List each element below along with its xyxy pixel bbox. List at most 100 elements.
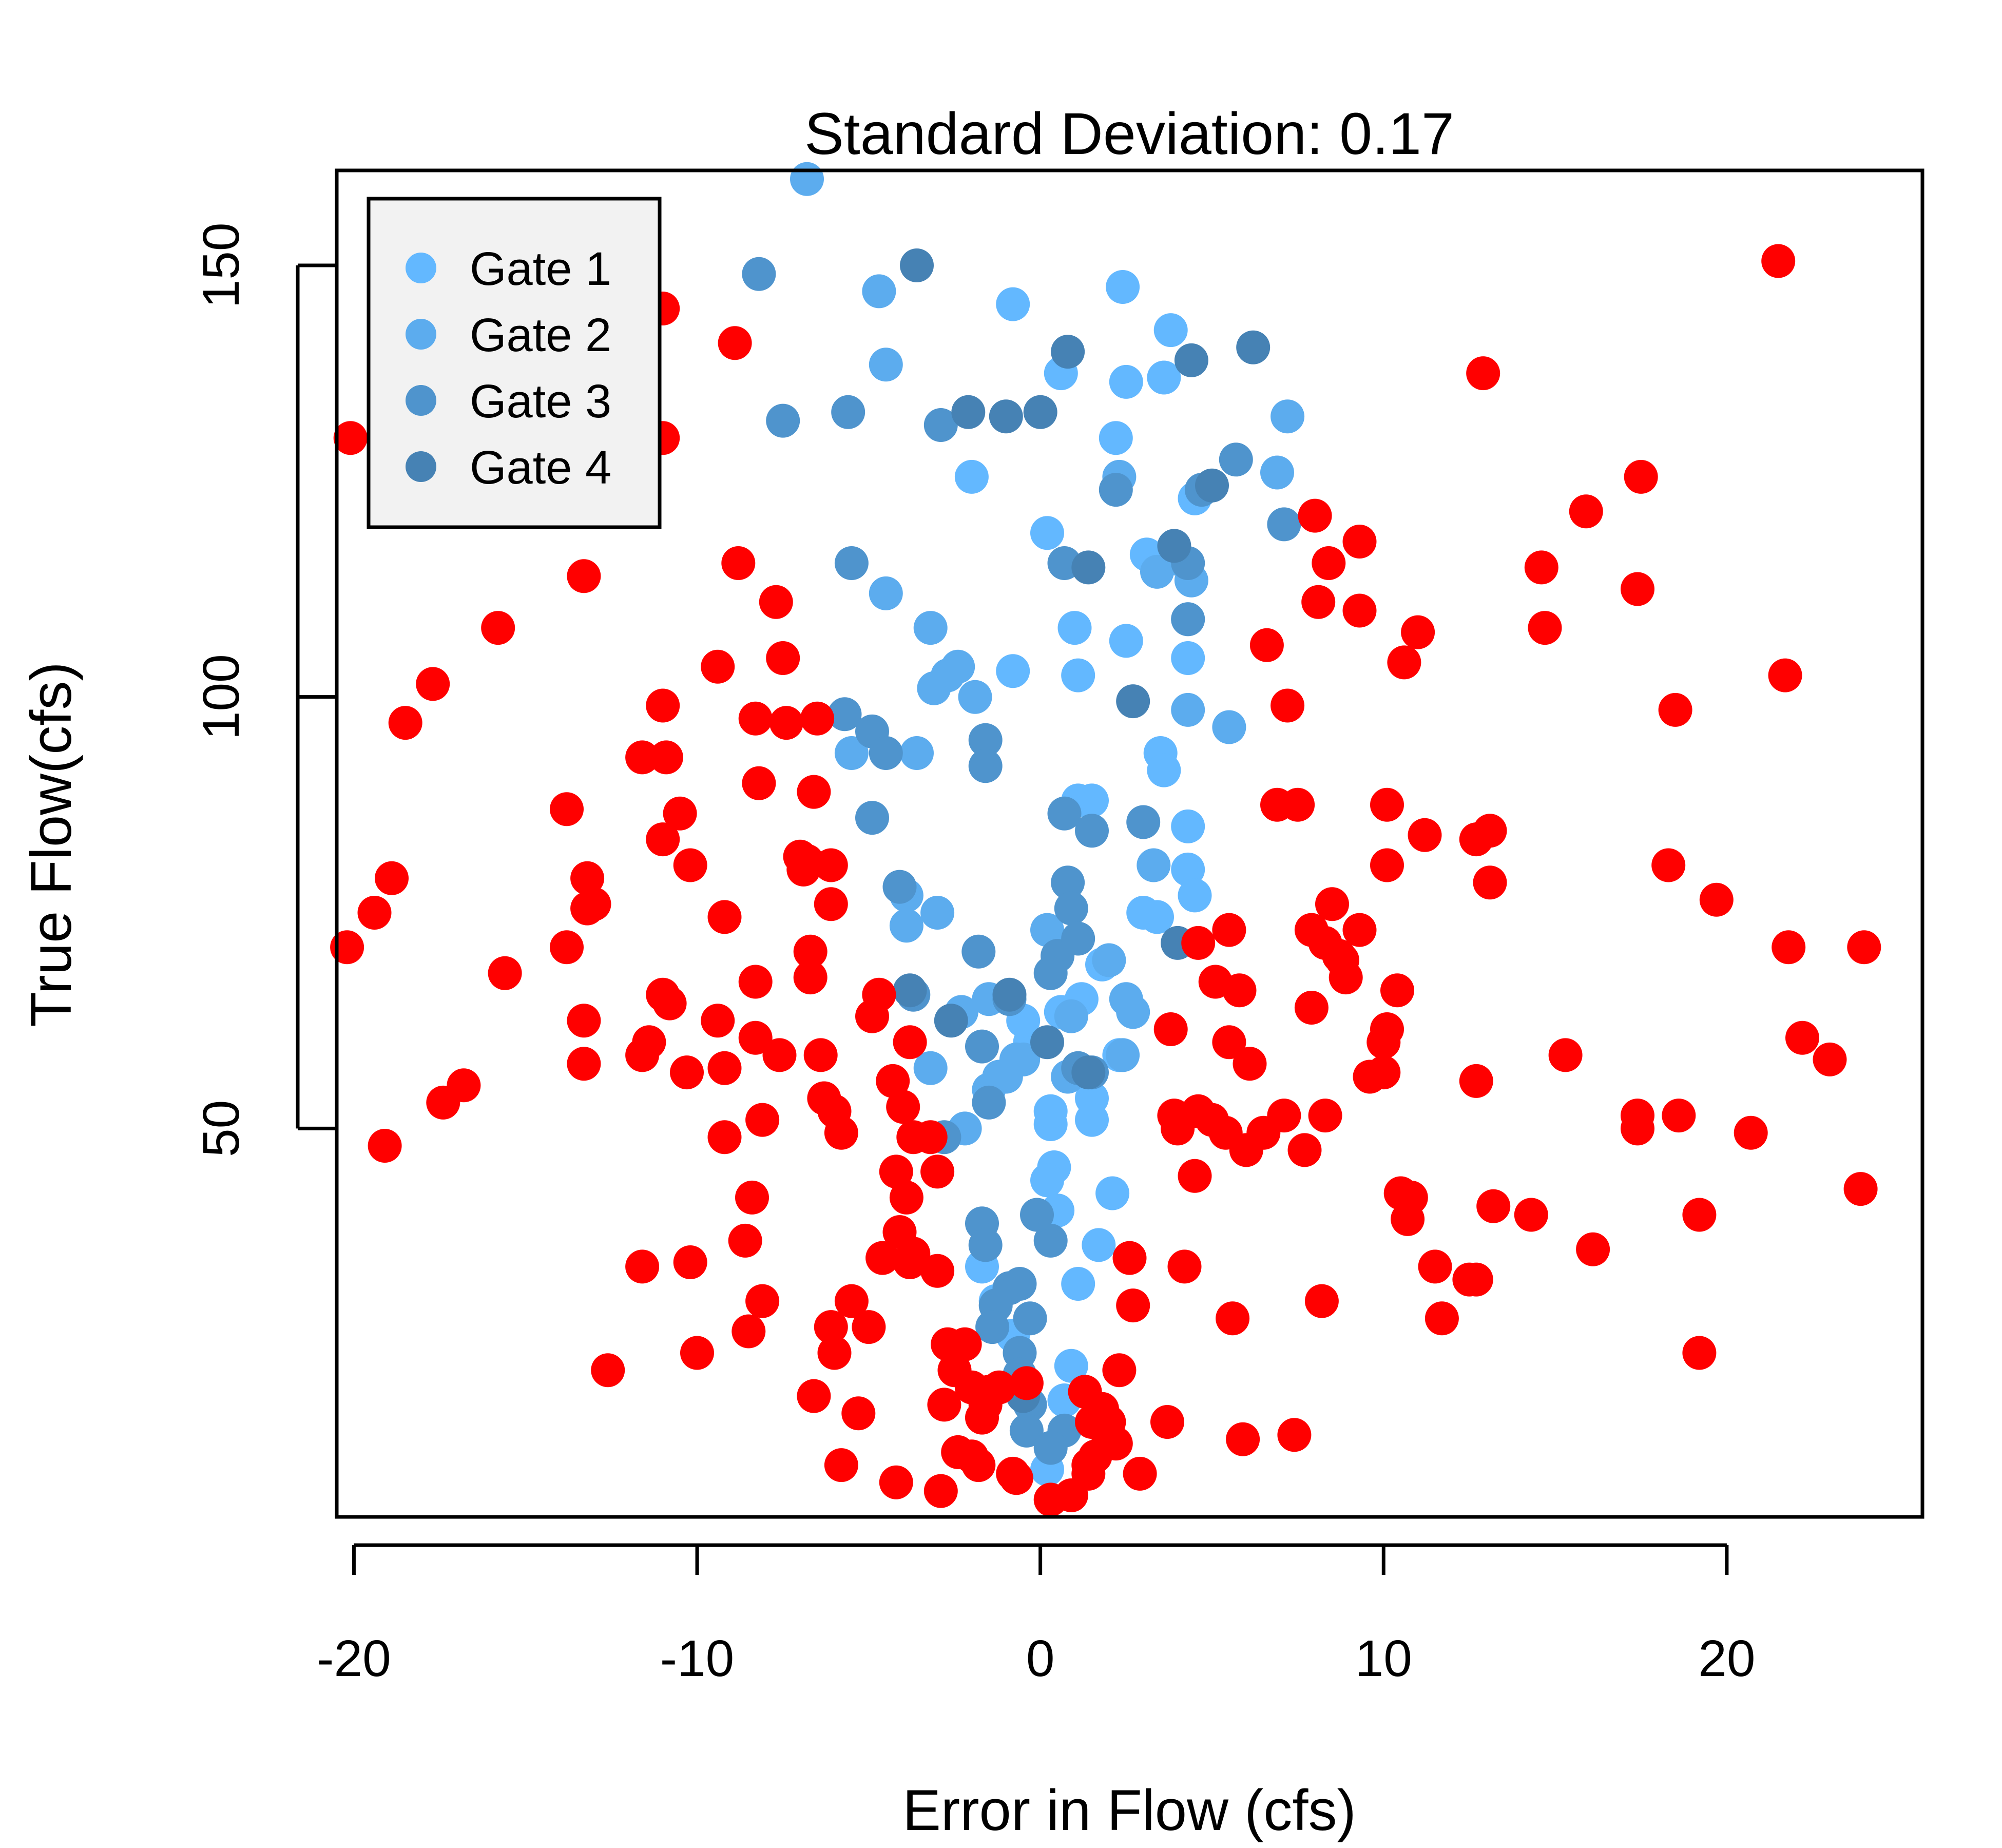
point-red — [388, 706, 422, 740]
point-gate-2 — [869, 576, 903, 610]
point-gate-1 — [1171, 809, 1205, 843]
point-gate-2 — [1212, 710, 1246, 744]
point-gate-2 — [1030, 913, 1064, 947]
point-gate-1 — [1057, 611, 1092, 645]
point-red — [876, 1064, 910, 1098]
point-gate-2 — [1137, 848, 1171, 882]
point-red — [982, 1370, 1016, 1404]
point-gate-2 — [834, 736, 869, 770]
point-red — [1178, 1159, 1212, 1193]
point-red — [862, 977, 896, 1012]
point-red — [879, 1465, 913, 1499]
y-axis-title: True Flow(cfs) — [19, 662, 83, 1027]
legend-label: Gate 1 — [470, 243, 611, 295]
point-gate-1 — [1061, 658, 1095, 692]
point-red — [670, 1055, 704, 1090]
point-red — [1216, 1301, 1250, 1336]
point-gate-2 — [1260, 455, 1294, 490]
point-red — [769, 706, 803, 740]
x-tick-label: -20 — [317, 1630, 391, 1687]
point-red — [673, 1245, 707, 1279]
point-gate-2 — [900, 736, 934, 770]
point-red — [1226, 1422, 1260, 1456]
plot-frame — [335, 168, 1924, 1519]
point-red — [673, 848, 707, 882]
point-gate-4 — [1195, 468, 1229, 503]
point-gate-1 — [1082, 1228, 1116, 1262]
point-gate-2 — [913, 1051, 948, 1085]
point-red — [1418, 1249, 1452, 1284]
point-red — [913, 1120, 948, 1154]
point-gate-3 — [1003, 1267, 1037, 1301]
x-tick-label: 20 — [1698, 1630, 1755, 1687]
point-gate-3 — [1219, 442, 1253, 477]
point-gate-3 — [1033, 1431, 1068, 1465]
point-red — [1524, 550, 1558, 585]
point-gate-3 — [827, 697, 862, 732]
point-gate-1 — [1030, 516, 1064, 550]
point-red — [1658, 692, 1692, 727]
point-red — [1370, 787, 1404, 822]
point-red — [1370, 848, 1404, 882]
point-gate-1 — [1030, 1163, 1064, 1198]
point-gate-3 — [965, 1029, 999, 1064]
x-tick-label: -10 — [660, 1630, 735, 1687]
point-gate-3 — [961, 934, 996, 969]
point-red — [550, 930, 584, 965]
point-red — [1233, 1047, 1267, 1081]
point-red — [1621, 1099, 1654, 1133]
point-red — [1315, 887, 1349, 921]
point-gate-4 — [900, 248, 934, 282]
point-red — [879, 1154, 913, 1189]
point-red — [1267, 1099, 1301, 1133]
point-red — [1699, 882, 1734, 917]
point-red — [567, 559, 601, 593]
point-gate-2 — [1116, 995, 1150, 1029]
point-red — [488, 956, 522, 990]
point-gate-2 — [1092, 943, 1126, 977]
point-red — [632, 1025, 666, 1060]
point-gate-3 — [1061, 921, 1095, 956]
y-tick-label: 150 — [192, 223, 250, 309]
point-red — [1548, 1038, 1583, 1072]
point-red — [766, 641, 800, 675]
point-gate-2 — [931, 658, 965, 692]
point-red — [1312, 546, 1346, 580]
point-red — [1009, 1366, 1044, 1400]
point-red — [1078, 1439, 1112, 1474]
point-gate-1 — [954, 459, 989, 494]
point-gate-1 — [1033, 1094, 1068, 1128]
point-gate-1 — [1109, 624, 1143, 658]
point-red — [1308, 1099, 1342, 1133]
point-red — [707, 1051, 742, 1085]
point-gate-3 — [1267, 507, 1301, 542]
x-axis-title: Error in Flow (cfs) — [902, 1778, 1356, 1842]
point-red — [893, 1025, 927, 1060]
point-gate-3 — [1054, 891, 1088, 926]
point-red — [841, 1396, 876, 1431]
point-red — [1281, 787, 1315, 822]
point-red — [1249, 628, 1284, 662]
point-gate-3 — [1013, 1301, 1047, 1336]
point-red — [735, 1180, 769, 1215]
point-gate-4 — [1116, 684, 1150, 719]
point-red — [570, 861, 605, 895]
point-red — [1329, 960, 1363, 995]
point-red — [649, 740, 683, 775]
point-gate-4 — [1174, 343, 1208, 377]
point-red — [625, 740, 660, 775]
point-red — [646, 822, 680, 857]
point-gate-1 — [1147, 753, 1181, 787]
point-red — [738, 1021, 773, 1055]
point-red — [738, 701, 773, 736]
point-gate-3 — [972, 1085, 1006, 1120]
point-red — [1761, 244, 1796, 278]
point-gate-3 — [1075, 814, 1109, 848]
point-red — [1466, 356, 1500, 391]
point-red — [1298, 498, 1332, 533]
point-red — [814, 848, 848, 882]
point-gate-1 — [1147, 360, 1181, 395]
point-gate-1 — [1054, 1349, 1088, 1383]
point-gate-3 — [923, 408, 958, 442]
point-red — [1662, 1099, 1696, 1133]
